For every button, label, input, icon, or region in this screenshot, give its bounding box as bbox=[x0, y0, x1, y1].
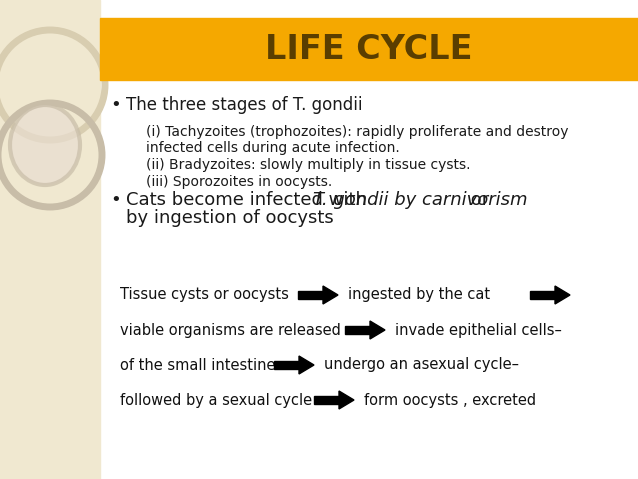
Bar bbox=[345, 326, 370, 334]
Text: of the small intestine: of the small intestine bbox=[120, 357, 276, 373]
Text: undergo an asexual cycle–: undergo an asexual cycle– bbox=[324, 357, 519, 373]
Text: form oocysts , excreted: form oocysts , excreted bbox=[364, 392, 536, 408]
Text: (iii) Sporozoites in oocysts.: (iii) Sporozoites in oocysts. bbox=[146, 175, 332, 189]
Polygon shape bbox=[339, 391, 354, 409]
Text: Tissue cysts or oocysts: Tissue cysts or oocysts bbox=[120, 287, 289, 303]
Bar bbox=[298, 291, 323, 299]
Text: infected cells during acute infection.: infected cells during acute infection. bbox=[146, 141, 400, 155]
Polygon shape bbox=[555, 286, 570, 304]
Polygon shape bbox=[299, 356, 314, 374]
Text: or: or bbox=[465, 191, 489, 209]
Text: •: • bbox=[110, 191, 121, 209]
Polygon shape bbox=[323, 286, 338, 304]
Text: T. gondii by carnivorism: T. gondii by carnivorism bbox=[313, 191, 528, 209]
Bar bbox=[530, 291, 555, 299]
Text: viable organisms are released: viable organisms are released bbox=[120, 322, 341, 338]
Text: (ii) Bradyzoites: slowly multiply in tissue cysts.: (ii) Bradyzoites: slowly multiply in tis… bbox=[146, 158, 470, 172]
Bar bbox=[100, 18, 638, 80]
Text: invade epithelial cells–: invade epithelial cells– bbox=[395, 322, 562, 338]
Text: •: • bbox=[110, 96, 121, 114]
Text: ingested by the cat: ingested by the cat bbox=[348, 287, 490, 303]
Text: followed by a sexual cycle: followed by a sexual cycle bbox=[120, 392, 312, 408]
Text: The three stages of T. gondii: The three stages of T. gondii bbox=[126, 96, 362, 114]
Text: LIFE CYCLE: LIFE CYCLE bbox=[265, 33, 473, 66]
Bar bbox=[0, 0, 100, 479]
Polygon shape bbox=[370, 321, 385, 339]
Bar bbox=[274, 361, 299, 369]
Ellipse shape bbox=[10, 105, 80, 185]
Text: Cats become infected with: Cats become infected with bbox=[126, 191, 373, 209]
Bar bbox=[314, 396, 339, 404]
Text: by ingestion of oocysts: by ingestion of oocysts bbox=[126, 209, 334, 227]
Text: (i) Tachyzoites (trophozoites): rapidly proliferate and destroy: (i) Tachyzoites (trophozoites): rapidly … bbox=[146, 125, 568, 139]
